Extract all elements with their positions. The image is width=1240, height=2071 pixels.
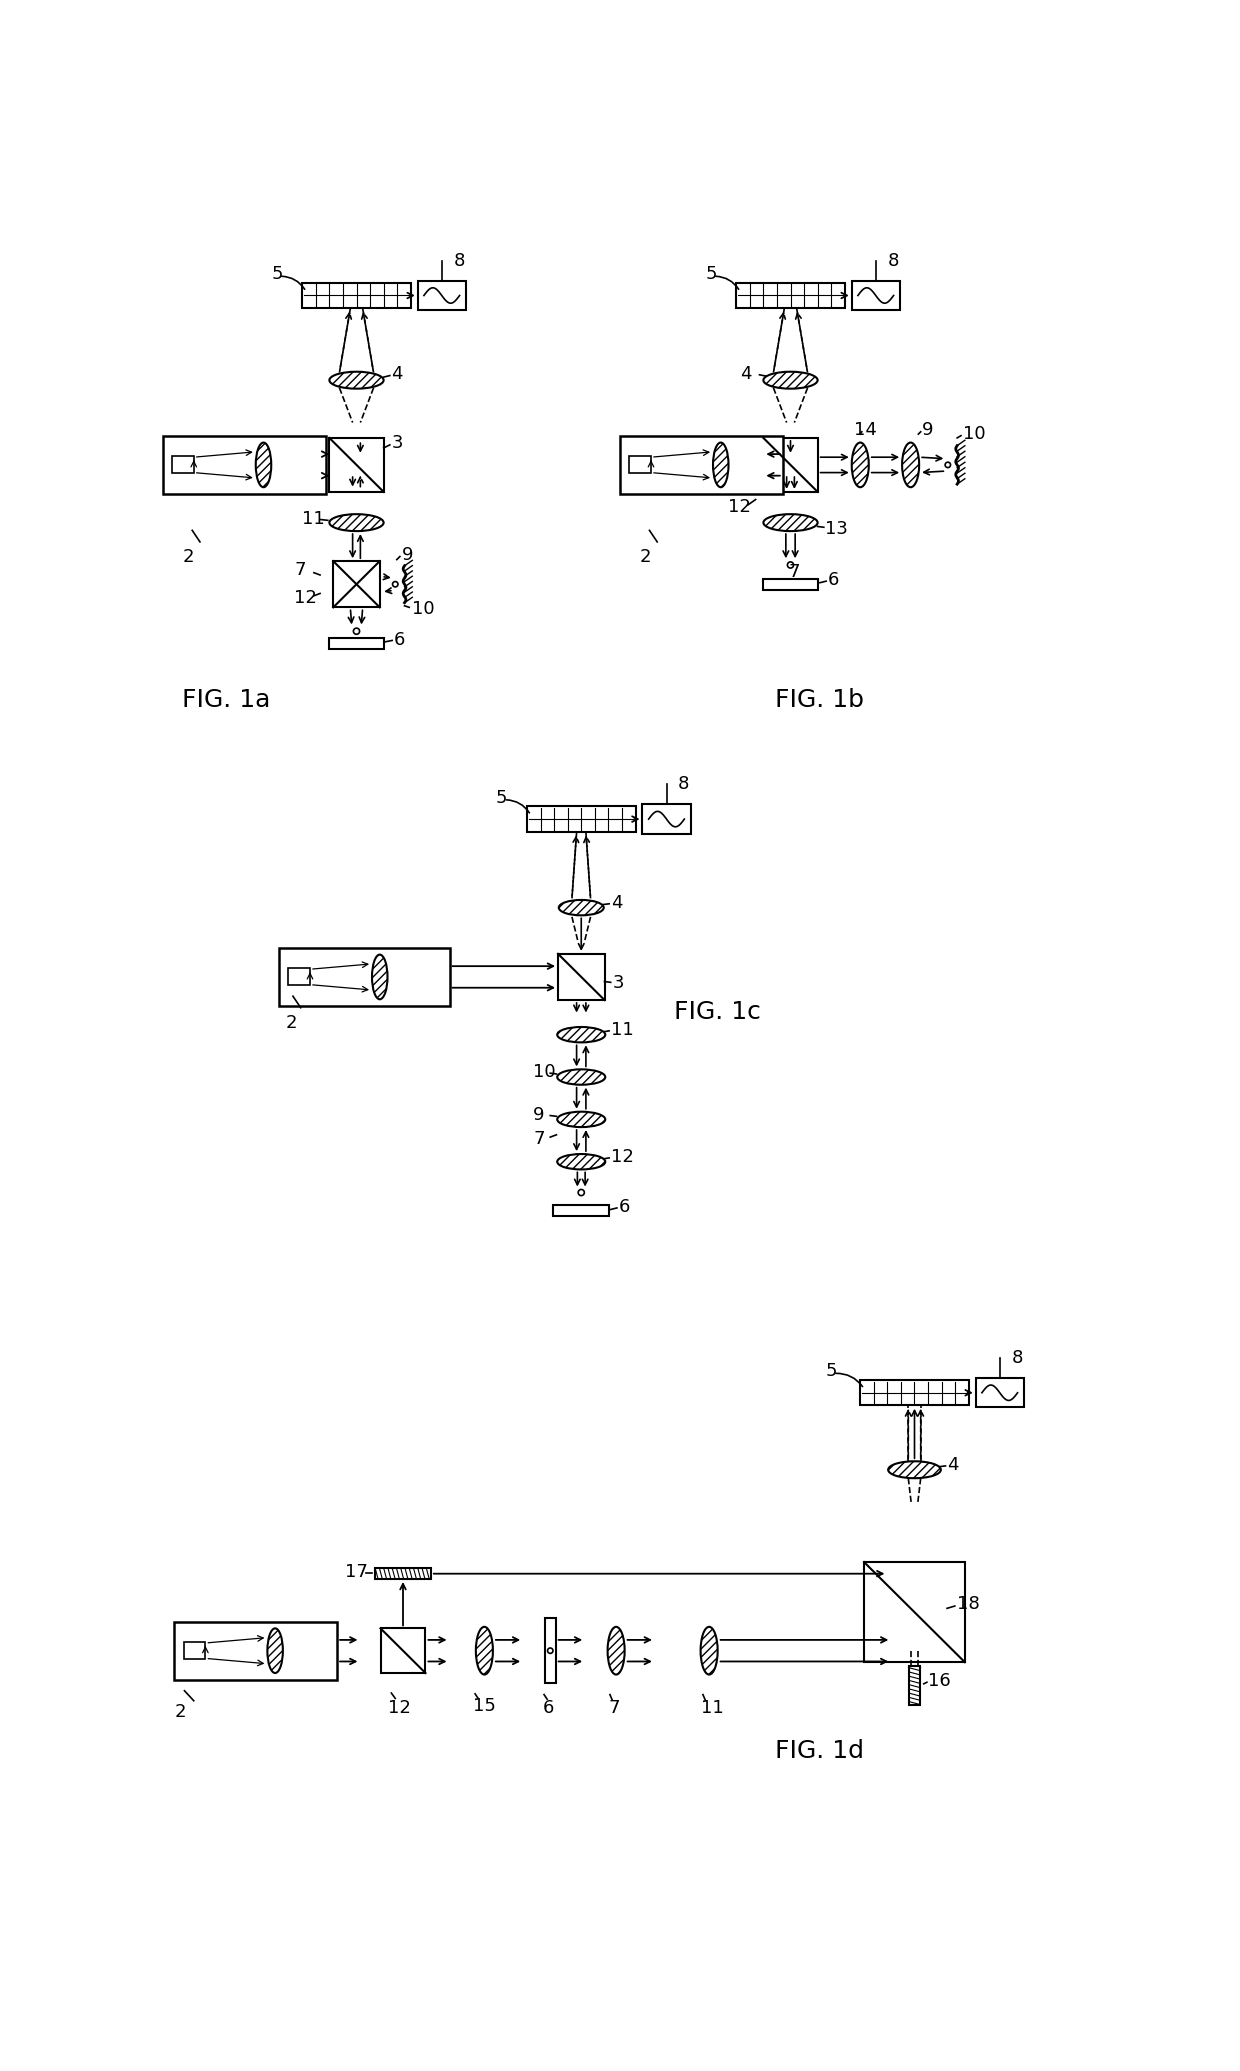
Bar xyxy=(737,284,844,309)
Ellipse shape xyxy=(557,1112,605,1127)
Text: 8: 8 xyxy=(888,253,899,269)
Bar xyxy=(303,284,410,309)
Text: 10: 10 xyxy=(963,425,986,443)
Text: 11: 11 xyxy=(702,1700,724,1717)
Bar xyxy=(642,804,691,835)
Text: 11: 11 xyxy=(303,509,325,528)
Bar xyxy=(184,1642,206,1659)
Text: 2: 2 xyxy=(640,549,651,565)
Text: 8: 8 xyxy=(678,775,689,793)
Text: 13: 13 xyxy=(826,520,848,538)
Text: 12: 12 xyxy=(729,499,751,516)
Ellipse shape xyxy=(330,371,383,389)
Text: 10: 10 xyxy=(533,1062,556,1081)
Bar xyxy=(629,456,651,474)
Bar xyxy=(909,1665,920,1704)
Text: 10: 10 xyxy=(412,601,435,617)
Bar xyxy=(763,580,818,590)
Text: FIG. 1c: FIG. 1c xyxy=(675,1000,761,1023)
Ellipse shape xyxy=(268,1628,283,1673)
Ellipse shape xyxy=(764,371,817,389)
Text: 6: 6 xyxy=(543,1700,554,1717)
Text: 4: 4 xyxy=(611,895,622,911)
Ellipse shape xyxy=(852,443,869,487)
Bar xyxy=(976,1377,1024,1408)
Text: 17: 17 xyxy=(345,1564,368,1580)
Ellipse shape xyxy=(255,443,272,487)
Text: 3: 3 xyxy=(392,435,403,451)
Text: 14: 14 xyxy=(854,420,877,439)
Bar xyxy=(381,1628,425,1673)
Bar xyxy=(861,1379,968,1406)
Bar xyxy=(288,969,310,986)
Text: 4: 4 xyxy=(740,364,751,383)
Bar xyxy=(864,1562,965,1663)
Text: 7: 7 xyxy=(533,1129,544,1147)
Bar xyxy=(330,437,383,491)
Text: 3: 3 xyxy=(613,973,624,992)
Bar xyxy=(334,561,379,607)
Bar xyxy=(418,282,466,311)
Text: FIG. 1b: FIG. 1b xyxy=(775,688,864,712)
Ellipse shape xyxy=(372,955,387,1000)
Text: FIG. 1a: FIG. 1a xyxy=(182,688,270,712)
Text: 16: 16 xyxy=(929,1673,951,1690)
Ellipse shape xyxy=(557,1069,605,1085)
Text: 9: 9 xyxy=(923,420,934,439)
Text: 5: 5 xyxy=(496,789,507,806)
Text: 2: 2 xyxy=(285,1015,296,1031)
Ellipse shape xyxy=(330,514,383,530)
Bar xyxy=(175,1622,337,1680)
Text: 4: 4 xyxy=(947,1456,959,1475)
Ellipse shape xyxy=(476,1628,492,1675)
Text: 2: 2 xyxy=(182,549,193,565)
Ellipse shape xyxy=(888,1462,941,1479)
Text: 8: 8 xyxy=(454,253,465,269)
Text: FIG. 1d: FIG. 1d xyxy=(775,1740,864,1762)
Text: 12: 12 xyxy=(611,1147,634,1166)
Text: 9: 9 xyxy=(533,1106,544,1125)
Ellipse shape xyxy=(557,1154,605,1170)
Text: 7: 7 xyxy=(609,1700,620,1717)
Ellipse shape xyxy=(713,443,729,487)
Ellipse shape xyxy=(764,514,817,530)
Bar xyxy=(620,437,782,493)
Bar xyxy=(553,1205,609,1216)
Text: 18: 18 xyxy=(957,1595,980,1613)
Text: 11: 11 xyxy=(611,1021,634,1040)
Text: 7: 7 xyxy=(295,561,306,580)
Bar xyxy=(764,437,817,491)
Text: 8: 8 xyxy=(1012,1348,1023,1367)
Bar xyxy=(544,1617,556,1684)
Text: 15: 15 xyxy=(472,1696,496,1715)
Bar xyxy=(558,955,605,1000)
Text: 6: 6 xyxy=(619,1199,630,1216)
Ellipse shape xyxy=(559,901,604,915)
Text: 5: 5 xyxy=(272,265,283,284)
Bar xyxy=(527,806,635,833)
Bar xyxy=(852,282,900,311)
Text: 2: 2 xyxy=(175,1702,186,1721)
Ellipse shape xyxy=(557,1027,605,1042)
Text: 5: 5 xyxy=(826,1363,837,1379)
Text: 9: 9 xyxy=(402,547,413,563)
Text: 7: 7 xyxy=(789,563,800,582)
Ellipse shape xyxy=(701,1628,718,1675)
Ellipse shape xyxy=(608,1628,625,1675)
Text: 12: 12 xyxy=(295,588,317,607)
Bar xyxy=(329,638,384,648)
Bar xyxy=(162,437,325,493)
Text: 12: 12 xyxy=(387,1700,410,1717)
Text: 5: 5 xyxy=(706,265,717,284)
Text: 6: 6 xyxy=(393,632,405,648)
Text: 4: 4 xyxy=(392,364,403,383)
Text: 6: 6 xyxy=(828,572,839,590)
Bar xyxy=(172,456,193,474)
Bar xyxy=(279,949,449,1007)
Bar xyxy=(374,1568,432,1580)
Ellipse shape xyxy=(903,443,919,487)
